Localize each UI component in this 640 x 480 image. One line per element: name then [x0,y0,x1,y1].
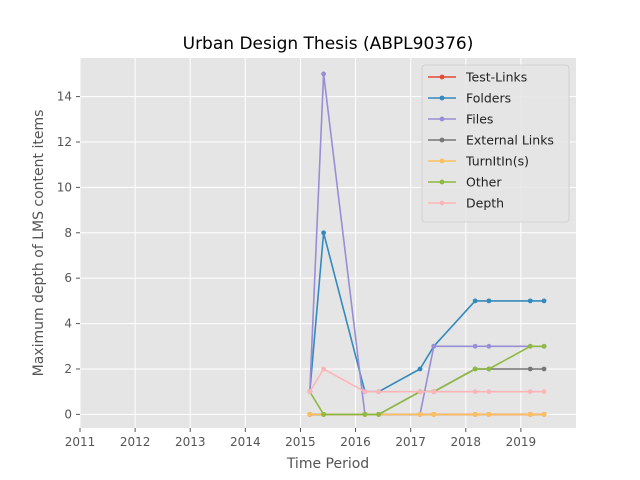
legend-label: Folders [466,91,511,106]
legend-swatch-marker [439,200,445,206]
legend-box [421,64,570,223]
y-axis: 0 2 4 6 8 10 12 14 [57,90,80,421]
data-point-depth [417,389,423,395]
y-tick-label: 8 [64,226,72,240]
data-point-files [472,343,478,349]
x-tick-label: 2011 [65,435,96,449]
data-point-turnitin-s [431,411,437,417]
legend-item: Test-Links [428,70,527,85]
data-point-folders [417,366,423,372]
legend-label: Test-Links [465,70,527,85]
legend-swatch-marker [439,116,445,122]
data-point-files [486,343,492,349]
y-tick-label: 6 [64,271,72,285]
data-point-other [472,366,478,372]
series-line-files [309,73,544,416]
legend-label: TurnItIn(s) [465,154,529,169]
data-point-depth [321,366,326,372]
x-tick-label: 2014 [230,435,261,449]
legend-label: External Links [466,133,554,148]
y-tick-label: 10 [57,180,72,194]
y-tick-label: 12 [57,135,72,149]
data-point-depth [486,389,492,395]
legend-item: Folders [428,91,511,106]
data-point-folders [321,230,326,236]
y-axis-label: Maximum depth of LMS content items [31,110,47,377]
x-tick-label: 2015 [285,435,316,449]
x-axis-label: Time Period [286,456,369,472]
data-point-files [431,343,437,349]
data-point-turnitin-s [307,411,313,417]
legend-item: Files [428,112,493,127]
data-point-depth [307,389,313,395]
series-depth [307,366,547,395]
data-point-depth [472,389,478,395]
series-group [307,71,547,417]
data-point-turnitin-s [541,411,547,417]
x-axis: 2011 2012 2013 2014 2015 2016 2017 2018 2019 [65,428,536,449]
legend-item: Other [428,175,502,190]
data-point-folders [541,298,547,304]
legend-item: TurnItIn(s) [428,154,529,169]
x-tick-label: 2012 [120,435,151,449]
y-tick-label: 4 [64,317,72,331]
data-point-external-links [527,366,533,372]
legend-label: Files [466,112,493,127]
data-point-turnitin-s [527,411,533,417]
legend-swatch-marker [439,137,445,143]
data-point-other [486,366,492,372]
data-point-files [321,71,326,77]
data-point-other [362,411,368,417]
data-point-depth [431,389,437,395]
legend: Test-Links Folders Files External Links Turn… [421,64,570,223]
data-point-folders [527,298,533,304]
legend-item: External Links [428,133,554,148]
legend-swatch-marker [439,158,445,164]
y-tick-label: 14 [57,90,72,104]
data-point-other [527,343,533,349]
data-point-depth [527,389,533,395]
chart-title: Urban Design Thesis (ABPL90376) [183,34,474,54]
x-tick-label: 2019 [506,435,537,449]
x-tick-label: 2017 [395,435,426,449]
data-point-turnitin-s [417,411,423,417]
data-point-other [376,411,382,417]
data-point-turnitin-s [486,411,492,417]
x-tick-label: 2016 [340,435,371,449]
legend-swatch-marker [439,95,445,101]
data-point-external-links [541,366,547,372]
legend-item: Depth [428,196,504,211]
legend-swatch-marker [439,74,445,80]
series-line-folders [309,232,544,393]
data-point-folders [472,298,478,304]
data-point-other [321,411,326,417]
data-point-other [541,343,547,349]
y-tick-label: 2 [64,362,72,376]
data-point-depth [376,389,382,395]
legend-swatch-marker [439,179,445,185]
data-point-turnitin-s [472,411,478,417]
legend-label: Depth [466,196,504,211]
data-point-depth [362,389,368,395]
y-tick-label: 0 [64,407,72,421]
data-point-depth [541,389,547,395]
legend-label: Other [466,175,502,190]
x-tick-label: 2013 [175,435,206,449]
data-point-folders [486,298,492,304]
series-line-depth [309,368,544,393]
x-tick-label: 2018 [451,435,482,449]
